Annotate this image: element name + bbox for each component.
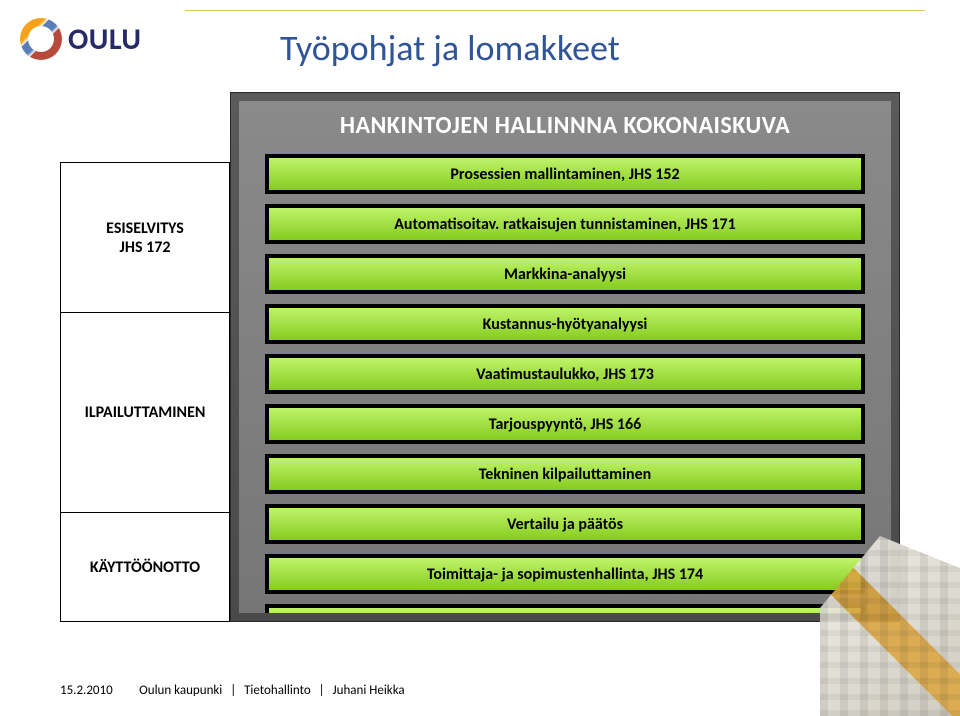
- footer-date: 15.2.2010: [60, 683, 113, 698]
- stage-label: KÄYTTÖÖNOTTO: [90, 558, 200, 577]
- process-bar-label: Tarjouspyyntö, JHS 166: [269, 408, 861, 440]
- stage-box: KÄYTTÖÖNOTTO: [60, 512, 230, 622]
- separator-icon: |: [316, 683, 328, 698]
- stage-box: ILPAILUTTAMINEN: [60, 312, 230, 512]
- main-panel: HANKINTOJEN HALLINNNA KOKONAISKUVA Prose…: [230, 92, 900, 622]
- process-bar-label: Automatisoitav. ratkaisujen tunnistamine…: [269, 208, 861, 240]
- footer-org: Oulun kaupunki: [139, 683, 222, 698]
- header-rule: [185, 10, 925, 11]
- process-bar: Markkina-analyysi: [265, 254, 865, 294]
- logo: OULU: [20, 18, 141, 60]
- process-bar: Prosessien mallintaminen, JHS 152: [265, 154, 865, 194]
- slide-title: Työpohjat ja lomakkeet: [280, 26, 620, 70]
- process-bar: Vaatimustaulukko, JHS 173: [265, 354, 865, 394]
- logo-text: OULU: [68, 21, 141, 58]
- process-bar: Käyttöönottosuunnitelma: [265, 604, 865, 613]
- process-bar: Vertailu ja päätös: [265, 504, 865, 544]
- stage-sublabel: JHS 172: [120, 238, 171, 257]
- separator-icon: |: [227, 683, 239, 698]
- process-bar-label: Toimittaja- ja sopimustenhallinta, JHS 1…: [269, 558, 861, 590]
- main-heading: HANKINTOJEN HALLINNNA KOKONAISKUVA: [265, 111, 865, 140]
- process-bar: Tarjouspyyntö, JHS 166: [265, 404, 865, 444]
- content-area: ESISELVITYS JHS 172 ILPAILUTTAMINEN KÄYT…: [60, 92, 900, 622]
- process-bar-label: Kustannus-hyötyanalyysi: [269, 308, 861, 340]
- process-bar-label: Vaatimustaulukko, JHS 173: [269, 358, 861, 390]
- process-bar-label: Tekninen kilpailuttaminen: [269, 458, 861, 490]
- process-bar: Automatisoitav. ratkaisujen tunnistamine…: [265, 204, 865, 244]
- stage-label: ILPAILUTTAMINEN: [85, 403, 206, 422]
- logo-mark-icon: [20, 18, 62, 60]
- process-bar-label: Markkina-analyysi: [269, 258, 861, 290]
- process-bar: Tekninen kilpailuttaminen: [265, 454, 865, 494]
- footer-dept: Tietohallinto: [244, 683, 311, 698]
- process-bar: Toimittaja- ja sopimustenhallinta, JHS 1…: [265, 554, 865, 594]
- process-bar: Kustannus-hyötyanalyysi: [265, 304, 865, 344]
- stage-column: ESISELVITYS JHS 172 ILPAILUTTAMINEN KÄYT…: [60, 162, 230, 622]
- process-bar-label: Prosessien mallintaminen, JHS 152: [269, 158, 861, 190]
- main-panel-inner: HANKINTOJEN HALLINNNA KOKONAISKUVA Prose…: [239, 101, 891, 613]
- footer: 15.2.2010 Oulun kaupunki | Tietohallinto…: [60, 683, 405, 698]
- stage-label: ESISELVITYS: [106, 219, 184, 238]
- stage-box: ESISELVITYS JHS 172: [60, 162, 230, 312]
- footer-author: Juhani Heikka: [332, 683, 404, 698]
- process-bar-label: Vertailu ja päätös: [269, 508, 861, 540]
- process-bar-label: Käyttöönottosuunnitelma: [269, 608, 861, 613]
